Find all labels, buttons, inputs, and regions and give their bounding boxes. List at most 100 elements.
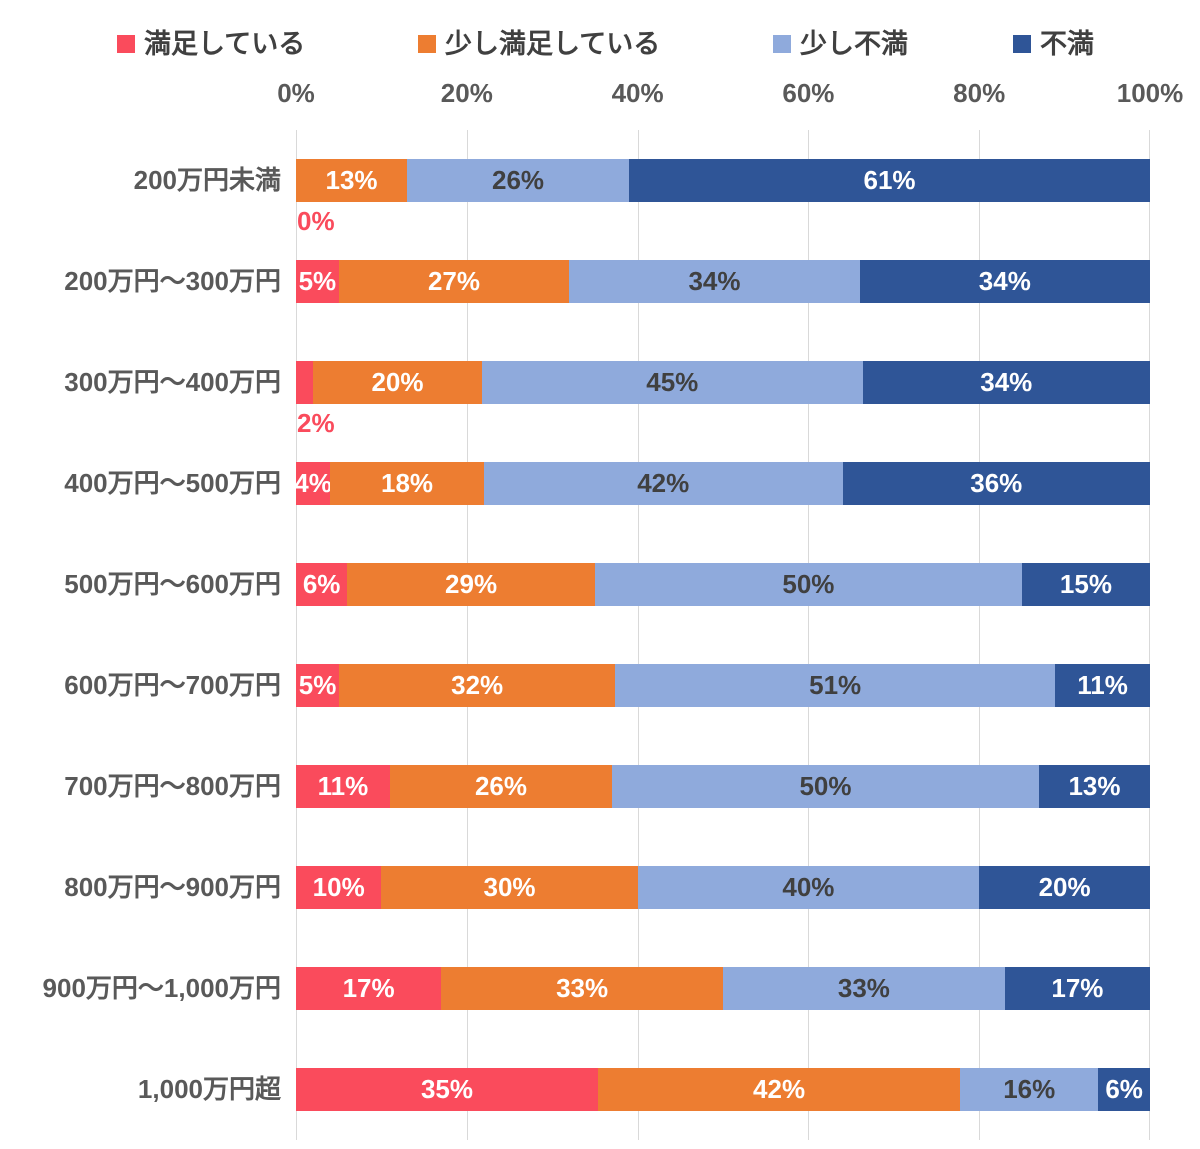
bar-segment: 34% — [862, 361, 1150, 404]
below-bar-value-label: 0% — [297, 206, 335, 236]
x-axis: 0% 20% 40% 60% 80% 100% — [277, 78, 1183, 110]
bar-value-label: 35% — [420, 1074, 473, 1104]
bar-track: 11% 26% 50% 13% — [296, 765, 1150, 808]
bar-segment: 27% — [338, 260, 570, 303]
bar-track: 5% 32% 51% 11% — [296, 664, 1150, 707]
bar-value-label: 5% — [298, 670, 337, 700]
bar-value-label: 13% — [325, 165, 378, 195]
legend-label: 満足している — [144, 29, 306, 59]
legend-item: 満足している — [117, 26, 305, 62]
bar-value-label: 29% — [445, 569, 498, 599]
gridline — [637, 130, 639, 1140]
category-label: 400万円〜500万円 — [64, 468, 281, 498]
bar-value-label: 33% — [837, 973, 890, 1003]
bar-segment: 45% — [482, 361, 863, 404]
x-axis-tick-label: 40% — [611, 78, 664, 108]
bar-segment: 26% — [389, 765, 612, 808]
category-label: 1,000万円超 — [137, 1074, 281, 1104]
bar-value-label: 42% — [637, 468, 690, 498]
chart-row: 700万円〜800万円 11% 26% 50% 13% — [64, 736, 1150, 837]
chart-row: 200万円未満 13% 26% 61% 0% — [134, 130, 1150, 236]
bar-segment: 34% — [859, 260, 1150, 303]
bar-segment: 33% — [723, 967, 1005, 1010]
bar-value-label: 6% — [302, 569, 341, 599]
legend-label: 不満 — [1040, 29, 1094, 59]
bar-value-label: 13% — [1068, 771, 1121, 801]
bar-value-label: 30% — [483, 872, 536, 902]
bar-segment: 5% — [296, 664, 340, 707]
x-axis-tick-label: 60% — [782, 78, 835, 108]
bar-value-label: 42% — [753, 1074, 806, 1104]
bar-value-label: 15% — [1059, 569, 1112, 599]
legend-item: 不満 — [1013, 26, 1094, 62]
bar-segment: 16% — [960, 1068, 1099, 1111]
bar-segment: 6% — [1098, 1068, 1150, 1111]
bar-value-label: 18% — [380, 468, 434, 498]
bar-segment: 17% — [296, 967, 442, 1010]
bar-segment: 50% — [611, 765, 1039, 808]
rows: 200万円未満 13% 26% 61% 0% 200万円〜300万円 5% 27% 34% 34%… — [43, 130, 1150, 1140]
x-axis-tick-label: 0% — [277, 78, 315, 108]
bar-segment: 15% — [1021, 563, 1150, 606]
bar-track: 6% 29% 50% 15% — [296, 563, 1150, 606]
x-axis-tick-label: 100% — [1116, 78, 1184, 108]
bar-value-label: 61% — [863, 165, 916, 195]
bar-value-label: 17% — [342, 973, 395, 1003]
category-label: 500万円〜600万円 — [64, 569, 281, 599]
bar-segment: 11% — [1055, 664, 1150, 707]
chart-row: 1,000万円超 35% 42% 16% 6% — [138, 1039, 1150, 1140]
bar-value-label: 11% — [1077, 670, 1128, 700]
bar-segment: 4% — [294, 462, 332, 505]
bar-track: 5% 27% 34% 34% — [296, 260, 1150, 303]
legend-swatch-icon — [1013, 35, 1031, 53]
chart-row: 200万円〜300万円 5% 27% 34% 34% — [64, 231, 1150, 332]
category-label: 300万円〜400万円 — [64, 367, 281, 397]
bar-value-label: 11% — [317, 771, 369, 801]
legend-label: 少し満足している — [445, 29, 661, 59]
gridline — [296, 130, 297, 1140]
bar-segment: 6% — [296, 563, 348, 606]
bar-value-label: 17% — [1051, 973, 1104, 1003]
bar-segment: 17% — [1004, 967, 1150, 1010]
bar-track: 17% 33% 33% 17% — [296, 967, 1150, 1010]
bar-value-label: 10% — [312, 872, 365, 902]
legend: 満足している 少し満足している 少し不満 不満 — [0, 26, 1200, 62]
bar-segment: 42% — [483, 462, 843, 505]
bar-segment: 10% — [296, 866, 382, 909]
chart-row: 800万円〜900万円 10% 30% 40% 20% — [64, 837, 1150, 938]
chart-row: 900万円〜1,000万円 17% 33% 33% 17% — [43, 938, 1150, 1039]
bar-segment: 5% — [296, 260, 339, 303]
bar-segment: 20% — [312, 361, 483, 404]
bar-segment: 34% — [569, 260, 860, 303]
bar-value-label: 20% — [371, 367, 424, 397]
category-label: 200万円未満 — [133, 165, 281, 195]
bar-segment: 42% — [597, 1068, 961, 1111]
bar-value-label: 26% — [492, 165, 545, 195]
chart-row: 600万円〜700万円 5% 32% 51% 11% — [64, 635, 1150, 736]
bar-segment: 35% — [296, 1068, 598, 1111]
bar-value-label: 27% — [427, 266, 481, 296]
bar-value-label: 36% — [970, 468, 1023, 498]
bar-segment: 13% — [1038, 765, 1150, 808]
gridline — [979, 130, 981, 1140]
bar-segment — [296, 361, 313, 404]
legend-label: 少し不満 — [800, 29, 908, 59]
bar-value-label: 50% — [799, 771, 852, 801]
gridline — [808, 130, 810, 1140]
legend-swatch-icon — [117, 35, 135, 53]
legend-swatch-icon — [418, 35, 436, 53]
bar-track: 10% 30% 40% 20% — [296, 866, 1150, 909]
bar-value-label: 34% — [980, 367, 1033, 397]
bar-segment: 29% — [347, 563, 595, 606]
x-axis-tick-label: 80% — [953, 78, 1006, 108]
chart-row: 300万円〜400万円 20% 45% 34% 2% — [64, 332, 1150, 438]
bar-segment: 36% — [842, 462, 1150, 505]
bar-segment: 40% — [637, 866, 980, 909]
x-axis-tick-label: 20% — [440, 78, 493, 108]
bar-value-label: 34% — [688, 266, 741, 296]
plot-area: 200万円未満 13% 26% 61% 0% 200万円〜300万円 5% 27% 34% 34%… — [43, 130, 1150, 1140]
bar-segment: 13% — [296, 159, 408, 202]
bar-value-label: 16% — [1003, 1074, 1056, 1104]
bar-segment: 33% — [441, 967, 723, 1010]
